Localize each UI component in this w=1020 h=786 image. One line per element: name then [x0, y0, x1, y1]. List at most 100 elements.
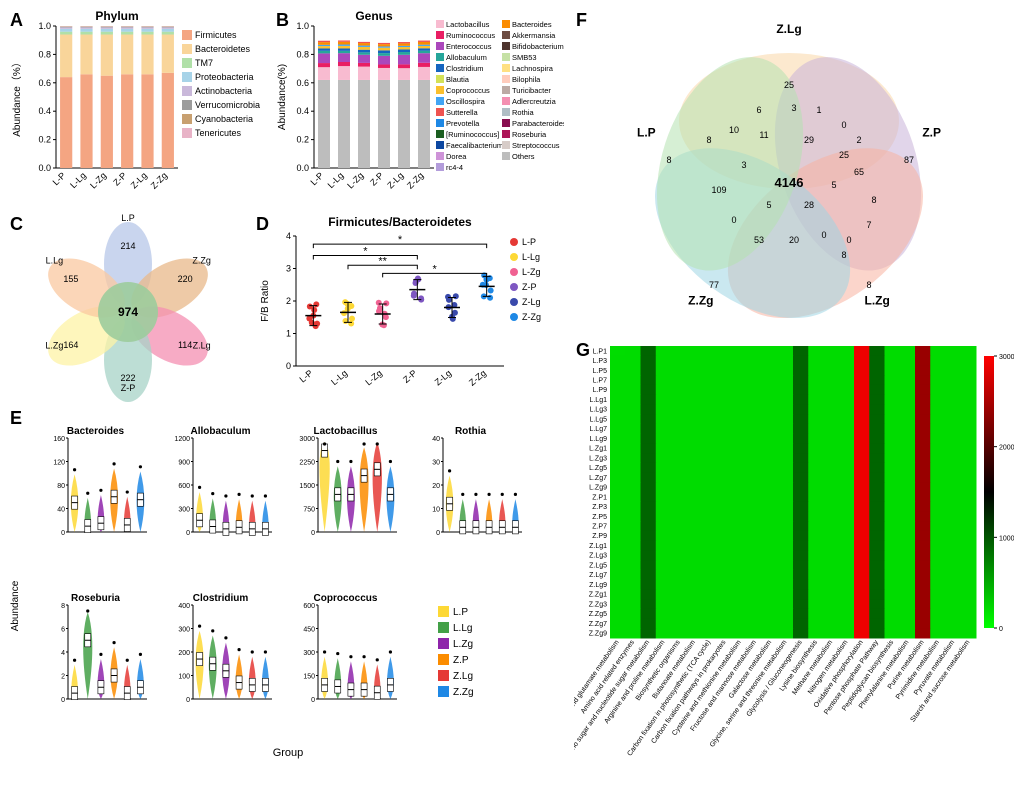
- svg-text:L.Zg9: L.Zg9: [589, 485, 607, 492]
- svg-text:120: 120: [53, 460, 65, 467]
- svg-text:L.P: L.P: [637, 126, 656, 140]
- svg-text:7: 7: [866, 220, 871, 230]
- svg-text:65: 65: [854, 167, 864, 177]
- svg-text:Abundance: Abundance: [10, 580, 21, 631]
- svg-text:3: 3: [791, 103, 796, 113]
- svg-text:rc4-4: rc4-4: [446, 163, 463, 172]
- svg-text:SMB53: SMB53: [512, 53, 537, 62]
- svg-text:Z.P3: Z.P3: [592, 504, 607, 511]
- svg-text:Bacteroides: Bacteroides: [67, 426, 125, 437]
- svg-text:0.4: 0.4: [296, 106, 309, 116]
- svg-text:87: 87: [904, 155, 914, 165]
- svg-text:30: 30: [432, 460, 440, 467]
- svg-text:20: 20: [789, 235, 799, 245]
- svg-text:0: 0: [61, 530, 65, 537]
- svg-text:Streptococcus: Streptococcus: [512, 141, 560, 150]
- svg-text:3000000: 3000000: [999, 354, 1014, 361]
- svg-text:0: 0: [999, 626, 1003, 633]
- svg-text:*: *: [398, 234, 403, 246]
- svg-text:20: 20: [432, 483, 440, 490]
- svg-text:Z.Lg5: Z.Lg5: [589, 562, 607, 569]
- svg-text:114: 114: [178, 340, 192, 350]
- svg-text:**: **: [378, 255, 387, 267]
- svg-text:109: 109: [711, 185, 726, 195]
- svg-text:0.0: 0.0: [296, 163, 309, 173]
- svg-text:[Ruminococcus]: [Ruminococcus]: [446, 130, 499, 139]
- svg-text:28: 28: [804, 200, 814, 210]
- svg-text:L.Lg7: L.Lg7: [589, 426, 607, 433]
- svg-text:Faecalibacterium: Faecalibacterium: [446, 141, 503, 150]
- panel-f: F Z.LgZ.PL.ZgZ.ZgL.P41462587877863102256…: [574, 8, 1014, 338]
- svg-text:Ruminococcus: Ruminococcus: [446, 31, 495, 40]
- svg-text:Z-P: Z-P: [401, 368, 419, 385]
- svg-text:Z.Lg7: Z.Lg7: [589, 572, 607, 579]
- svg-text:Rothia: Rothia: [455, 426, 487, 437]
- svg-text:Z-P: Z-P: [111, 170, 128, 187]
- svg-text:Z-Lg: Z-Lg: [522, 297, 541, 307]
- svg-text:2: 2: [286, 296, 291, 306]
- svg-text:Allobaculum: Allobaculum: [190, 426, 250, 437]
- svg-text:Clostridium: Clostridium: [446, 64, 484, 73]
- svg-text:Rothia: Rothia: [512, 108, 535, 117]
- svg-text:Parabacteroides: Parabacteroides: [512, 119, 564, 128]
- svg-text:0: 0: [186, 697, 190, 704]
- svg-text:40: 40: [432, 436, 440, 443]
- flower-venn: L.P214Z.Zg220Z.Lg114Z-P222L.Zg164L.Lg155…: [8, 212, 248, 402]
- svg-text:Akkermansia: Akkermansia: [512, 31, 556, 40]
- svg-text:Phylum: Phylum: [95, 9, 138, 23]
- svg-text:L.P7: L.P7: [593, 378, 608, 385]
- svg-text:53: 53: [754, 235, 764, 245]
- svg-text:L.P3: L.P3: [593, 358, 608, 365]
- svg-text:6: 6: [61, 627, 65, 634]
- svg-text:Z-P: Z-P: [368, 170, 385, 187]
- svg-text:Z-Zg: Z-Zg: [467, 368, 488, 388]
- svg-text:Roseburia: Roseburia: [71, 593, 120, 604]
- svg-text:25: 25: [839, 150, 849, 160]
- svg-text:2: 2: [61, 674, 65, 681]
- svg-text:4: 4: [61, 650, 65, 657]
- svg-text:0.6: 0.6: [296, 78, 309, 88]
- svg-text:0: 0: [846, 235, 851, 245]
- svg-text:Z.Zg1: Z.Zg1: [589, 592, 607, 599]
- svg-text:Tenericutes: Tenericutes: [195, 128, 242, 138]
- svg-text:400: 400: [178, 603, 190, 610]
- violin-grid: AbundanceBacteroides04080120160Allobacul…: [8, 406, 568, 766]
- svg-text:3000: 3000: [299, 436, 315, 443]
- svg-text:L-Lg: L-Lg: [68, 170, 88, 190]
- svg-text:Z.P5: Z.P5: [592, 514, 607, 521]
- svg-text:Z.Lg3: Z.Lg3: [589, 553, 607, 560]
- svg-text:Abundance(%): Abundance(%): [277, 64, 288, 130]
- svg-text:0.8: 0.8: [296, 49, 309, 59]
- svg-text:1000000: 1000000: [999, 535, 1014, 542]
- svg-text:222: 222: [120, 373, 135, 383]
- svg-text:0.6: 0.6: [38, 78, 51, 88]
- svg-text:Enterococcus: Enterococcus: [446, 42, 492, 51]
- svg-text:L-Lg: L-Lg: [522, 252, 540, 262]
- svg-text:L-P: L-P: [51, 170, 68, 187]
- svg-text:L.Zg: L.Zg: [865, 293, 890, 307]
- panel-label-c: C: [10, 214, 23, 235]
- svg-text:Lactobacillus: Lactobacillus: [446, 20, 490, 29]
- svg-text:300: 300: [178, 507, 190, 514]
- svg-text:900: 900: [178, 460, 190, 467]
- svg-text:1200: 1200: [174, 436, 190, 443]
- svg-text:8: 8: [61, 603, 65, 610]
- svg-text:0: 0: [436, 530, 440, 537]
- svg-text:L.Lg3: L.Lg3: [589, 407, 607, 414]
- svg-text:L.P: L.P: [453, 607, 468, 618]
- svg-text:Z-Lg: Z-Lg: [129, 170, 149, 190]
- svg-text:Z.P: Z.P: [453, 655, 469, 666]
- svg-text:80: 80: [57, 483, 65, 490]
- svg-text:Z.Lg: Z.Lg: [453, 671, 473, 682]
- svg-text:L-Lg: L-Lg: [329, 368, 349, 387]
- svg-text:L.Zg5: L.Zg5: [589, 465, 607, 472]
- svg-text:Z.Lg9: Z.Lg9: [589, 582, 607, 589]
- svg-text:Lactobacillus: Lactobacillus: [314, 426, 378, 437]
- svg-text:200: 200: [178, 650, 190, 657]
- svg-text:Abundance（%）: Abundance（%）: [11, 57, 23, 137]
- svg-text:100: 100: [178, 674, 190, 681]
- svg-text:0.0: 0.0: [38, 163, 51, 173]
- genus-stacked-bar: Genus0.00.20.40.60.81.0Abundance(%)L-PL-…: [274, 8, 564, 208]
- svg-text:40: 40: [57, 507, 65, 514]
- svg-text:2: 2: [856, 135, 861, 145]
